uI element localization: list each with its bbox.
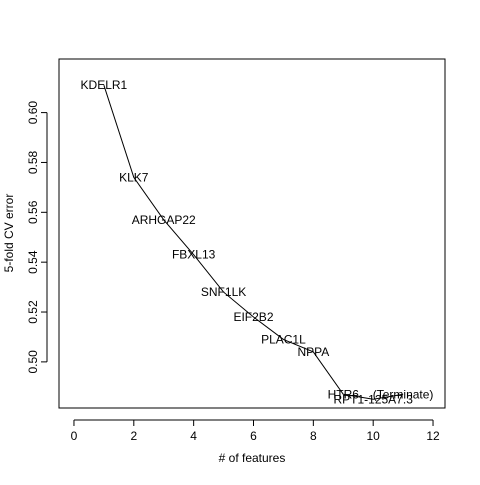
point-label: KDELR1 [81, 78, 128, 92]
y-tick-label: 0.56 [26, 200, 40, 224]
x-tick-label: 8 [310, 429, 317, 443]
point-label: EIF2B2 [233, 310, 273, 324]
cv-error-series-line [103, 85, 404, 400]
x-tick-label: 12 [426, 429, 440, 443]
y-tick-label: 0.50 [26, 350, 40, 374]
point-label: ARHGAP22 [132, 213, 196, 227]
y-tick-label: 0.60 [26, 101, 40, 125]
point-label: KLK7 [119, 170, 149, 184]
point-label: HTR6 [328, 387, 360, 401]
y-axis: 0.50 0.52 0.54 0.56 0.58 0.60 [26, 101, 48, 374]
x-tick-label: 2 [130, 429, 137, 443]
point-label: PLAC1L [261, 332, 306, 346]
point-label: SNF1LK [201, 285, 246, 299]
x-axis: 0 2 4 6 8 10 12 [71, 419, 440, 443]
plot-area-frame [58, 58, 446, 409]
point-label-layer: KDELR1 KLK7 ARHGAP22 FBXL13 SNF1LK EIF2B2 PLAC… [81, 78, 434, 406]
x-tick-label: 10 [367, 429, 381, 443]
series-layer [103, 85, 404, 400]
point-label: NPPA [297, 345, 329, 359]
y-tick-label: 0.54 [26, 250, 40, 274]
x-tick-label: 4 [190, 429, 197, 443]
y-tick-label: 0.58 [26, 150, 40, 174]
point-label: (Terminate) [373, 387, 434, 401]
point-label: FBXL13 [172, 248, 216, 262]
x-axis-title: # of features [219, 451, 286, 465]
x-tick-label: 6 [250, 429, 257, 443]
y-axis-title: 5-fold CV error [2, 194, 16, 273]
y-tick-label: 0.52 [26, 300, 40, 324]
x-tick-label: 0 [71, 429, 78, 443]
point-label: RPT1-125A7.3 [333, 392, 413, 406]
